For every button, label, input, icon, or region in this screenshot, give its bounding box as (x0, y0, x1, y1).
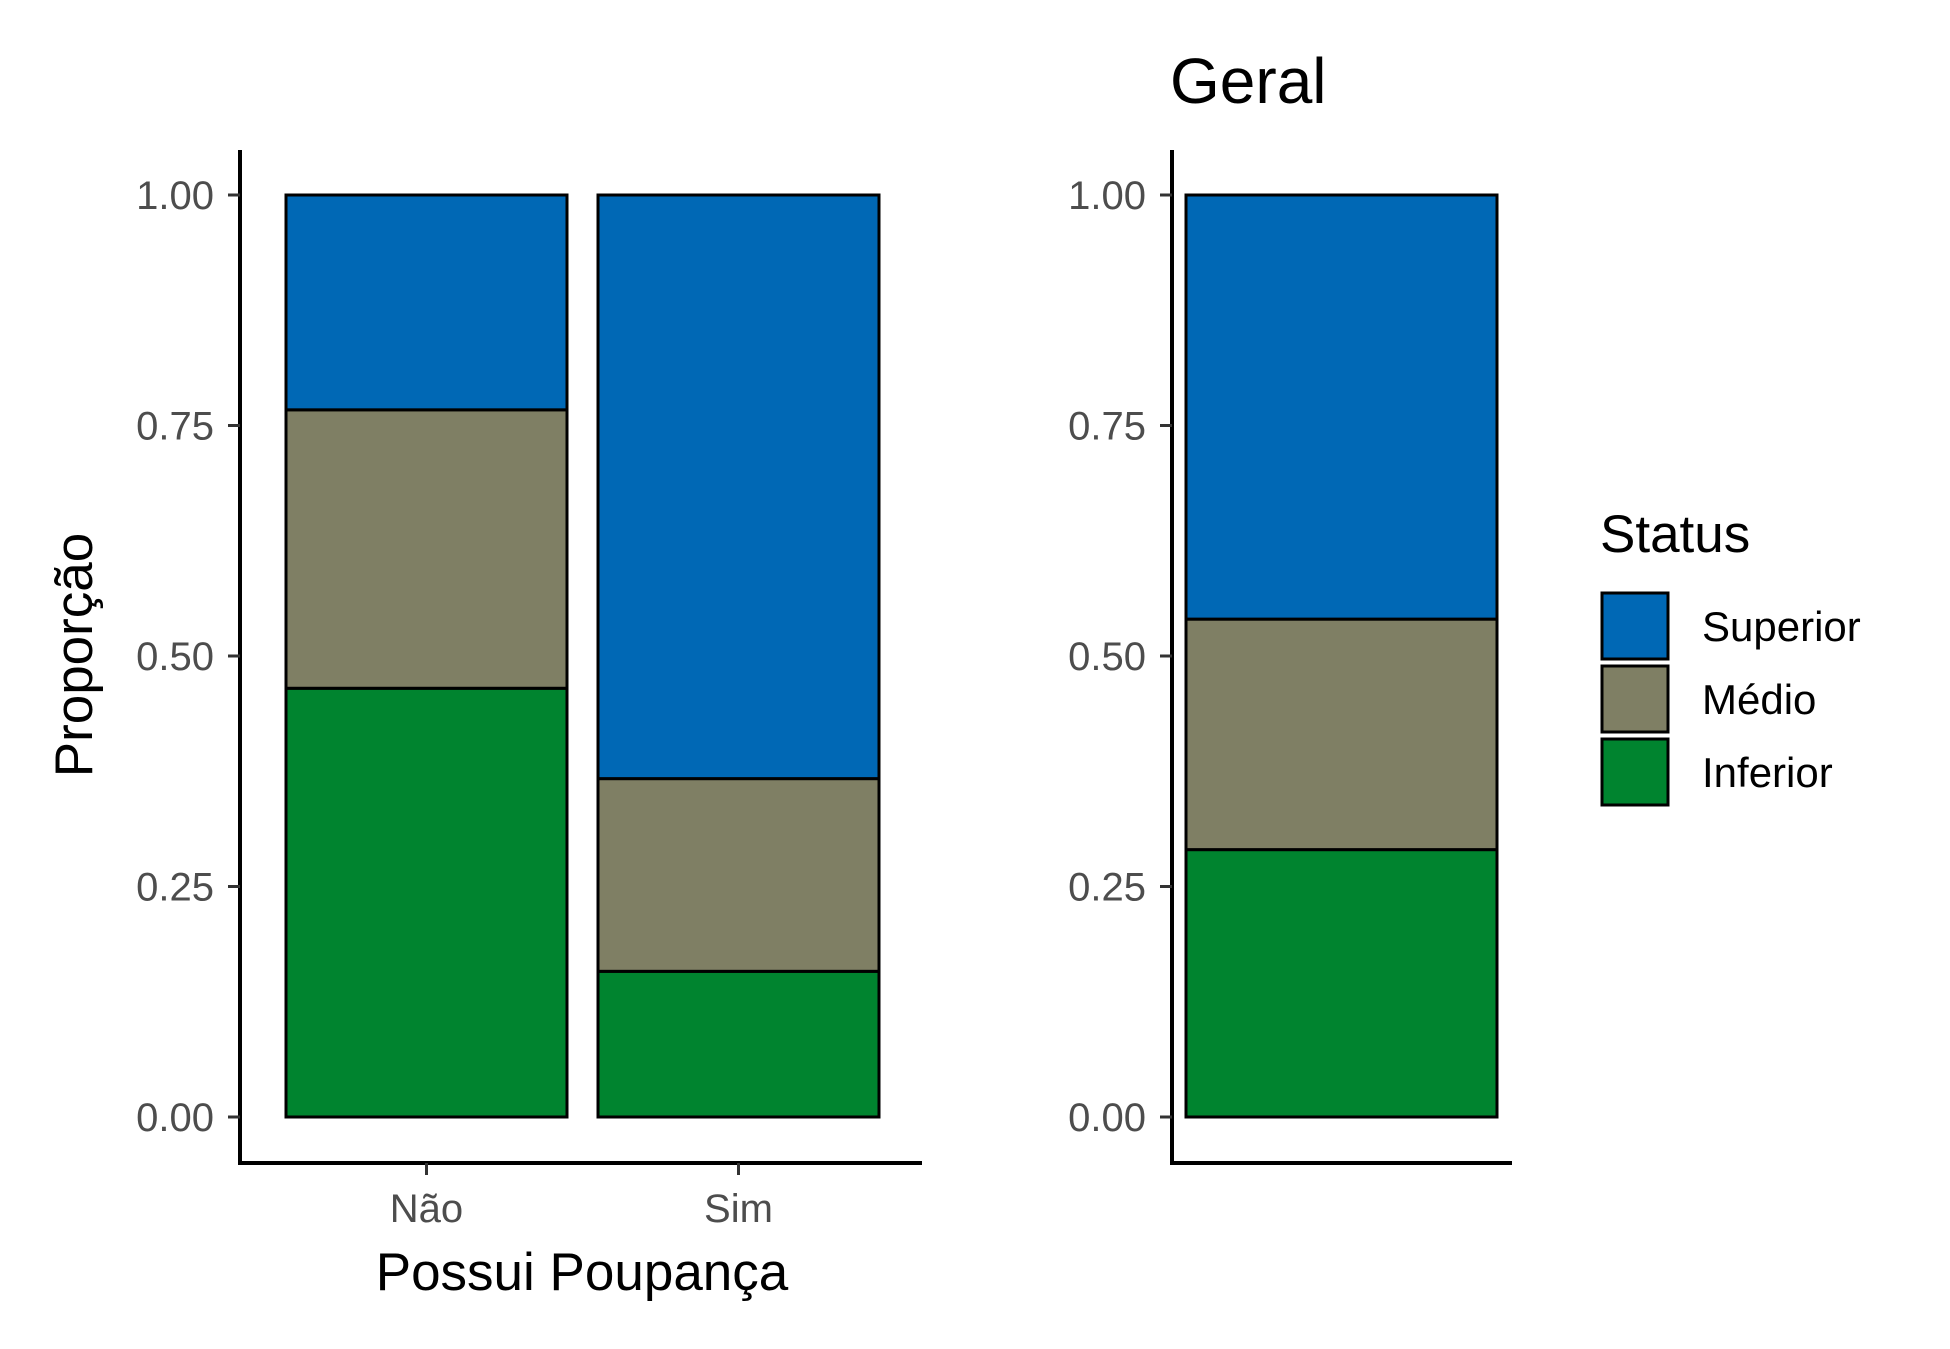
legend-label: Superior (1702, 603, 1861, 650)
bar-segment-superior-sim (596, 193, 881, 781)
y-tick-label: 1.00 (136, 174, 214, 218)
y-tick-label: 0.00 (1068, 1096, 1146, 1140)
bar-segment-inferior-geral (1184, 848, 1499, 1119)
x-axis-title: Possui Poupança (376, 1243, 789, 1302)
x-tick-label: Sim (704, 1187, 773, 1231)
chart-panel-by-savings: 0.00 0.25 0.50 0.75 1.00 Não Sim (136, 150, 922, 1231)
legend-swatch-inferior (1600, 737, 1670, 807)
legend-label: Inferior (1702, 749, 1833, 796)
bar-segment-inferior-sim (596, 969, 881, 1119)
x-tick-label: Não (390, 1187, 463, 1231)
bar-segment-m-dio-sim (596, 777, 881, 973)
legend-label: Médio (1702, 676, 1816, 723)
y-tick-label: 0.75 (136, 405, 214, 449)
legend-swatch-m-dio (1600, 664, 1670, 734)
y-axis-title: Proporção (45, 533, 104, 778)
y-tick-label: 0.00 (136, 1096, 214, 1140)
y-tick-label: 0.25 (1068, 866, 1146, 910)
y-tick-label: 0.50 (1068, 635, 1146, 679)
y-tick-label: 0.75 (1068, 405, 1146, 449)
panel-title: Geral (1170, 45, 1327, 117)
chart-panel-overall: 0.00 0.25 0.50 0.75 1.00 (1068, 150, 1512, 1165)
y-tick-label: 0.25 (136, 866, 214, 910)
bar-segment-m-dio-geral (1184, 617, 1499, 852)
legend: Status Superior Médio Inferior (1600, 505, 1861, 807)
bar-segment-superior-n-o (284, 193, 569, 412)
legend-swatch-superior (1600, 591, 1670, 661)
bar-segment-inferior-n-o (284, 686, 569, 1119)
bar-segment-m-dio-n-o (284, 408, 569, 690)
legend-title: Status (1600, 505, 1750, 564)
y-tick-label: 0.50 (136, 635, 214, 679)
bar-segment-superior-geral (1184, 193, 1499, 621)
y-tick-label: 1.00 (1068, 174, 1146, 218)
